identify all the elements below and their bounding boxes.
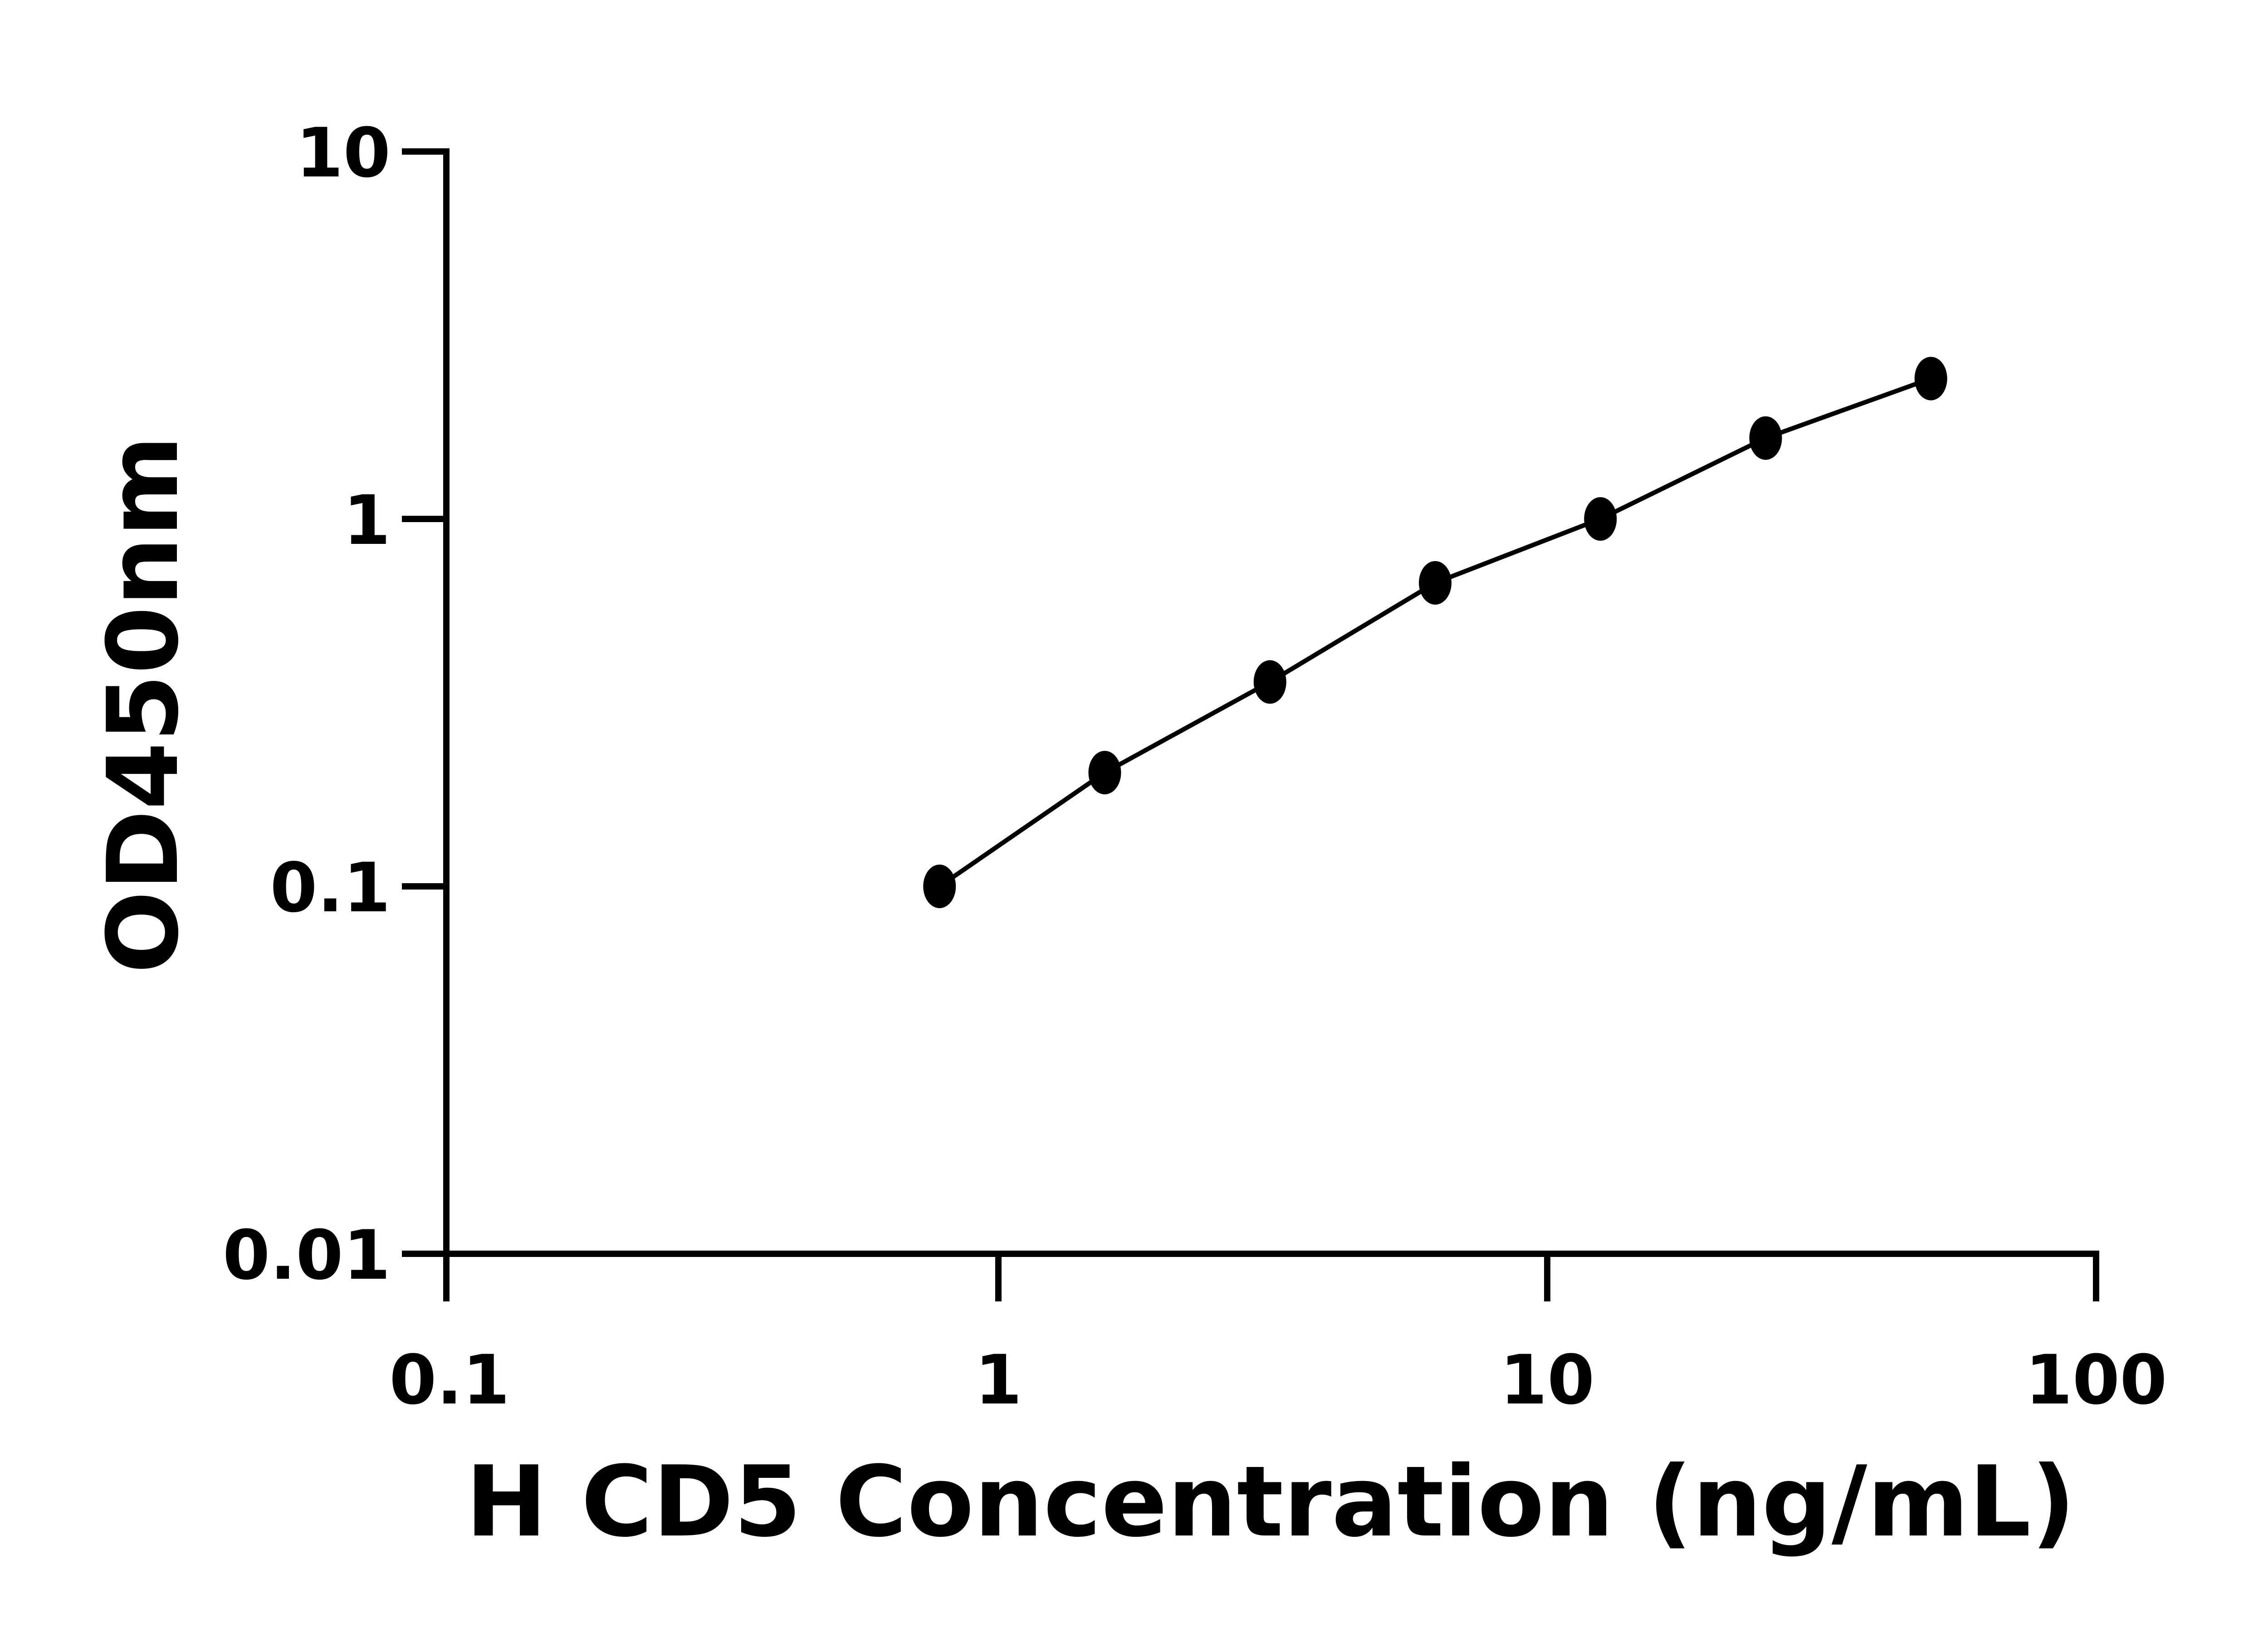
x-tick-label: 100 <box>2025 1341 2167 1420</box>
data-point <box>1253 660 1286 704</box>
data-point <box>923 865 956 908</box>
data-point <box>1584 497 1617 541</box>
x-tick-label: 1 <box>975 1341 1022 1420</box>
fit-line <box>938 376 1932 889</box>
y-tick-label: 1 <box>343 481 391 560</box>
y-tick-label: 10 <box>296 114 391 193</box>
y-axis-title: OD450nm <box>86 435 200 973</box>
fit-curve <box>938 376 1932 889</box>
data-point <box>1914 357 1947 401</box>
data-point <box>1419 561 1452 605</box>
x-tick-label: 10 <box>1500 1341 1595 1420</box>
data-points <box>923 357 1947 908</box>
y-tick-label: 0.1 <box>270 849 391 928</box>
data-point <box>1749 416 1782 460</box>
x-axis-title: H CD5 Concentration (ng/mL) <box>465 1445 2075 1559</box>
data-point <box>1088 751 1121 795</box>
x-tick-label: 0.1 <box>389 1341 510 1420</box>
y-tick-label: 0.01 <box>223 1216 391 1295</box>
axes: 0.1 1 10 100 0.01 0.1 1 10 <box>223 114 2167 1420</box>
